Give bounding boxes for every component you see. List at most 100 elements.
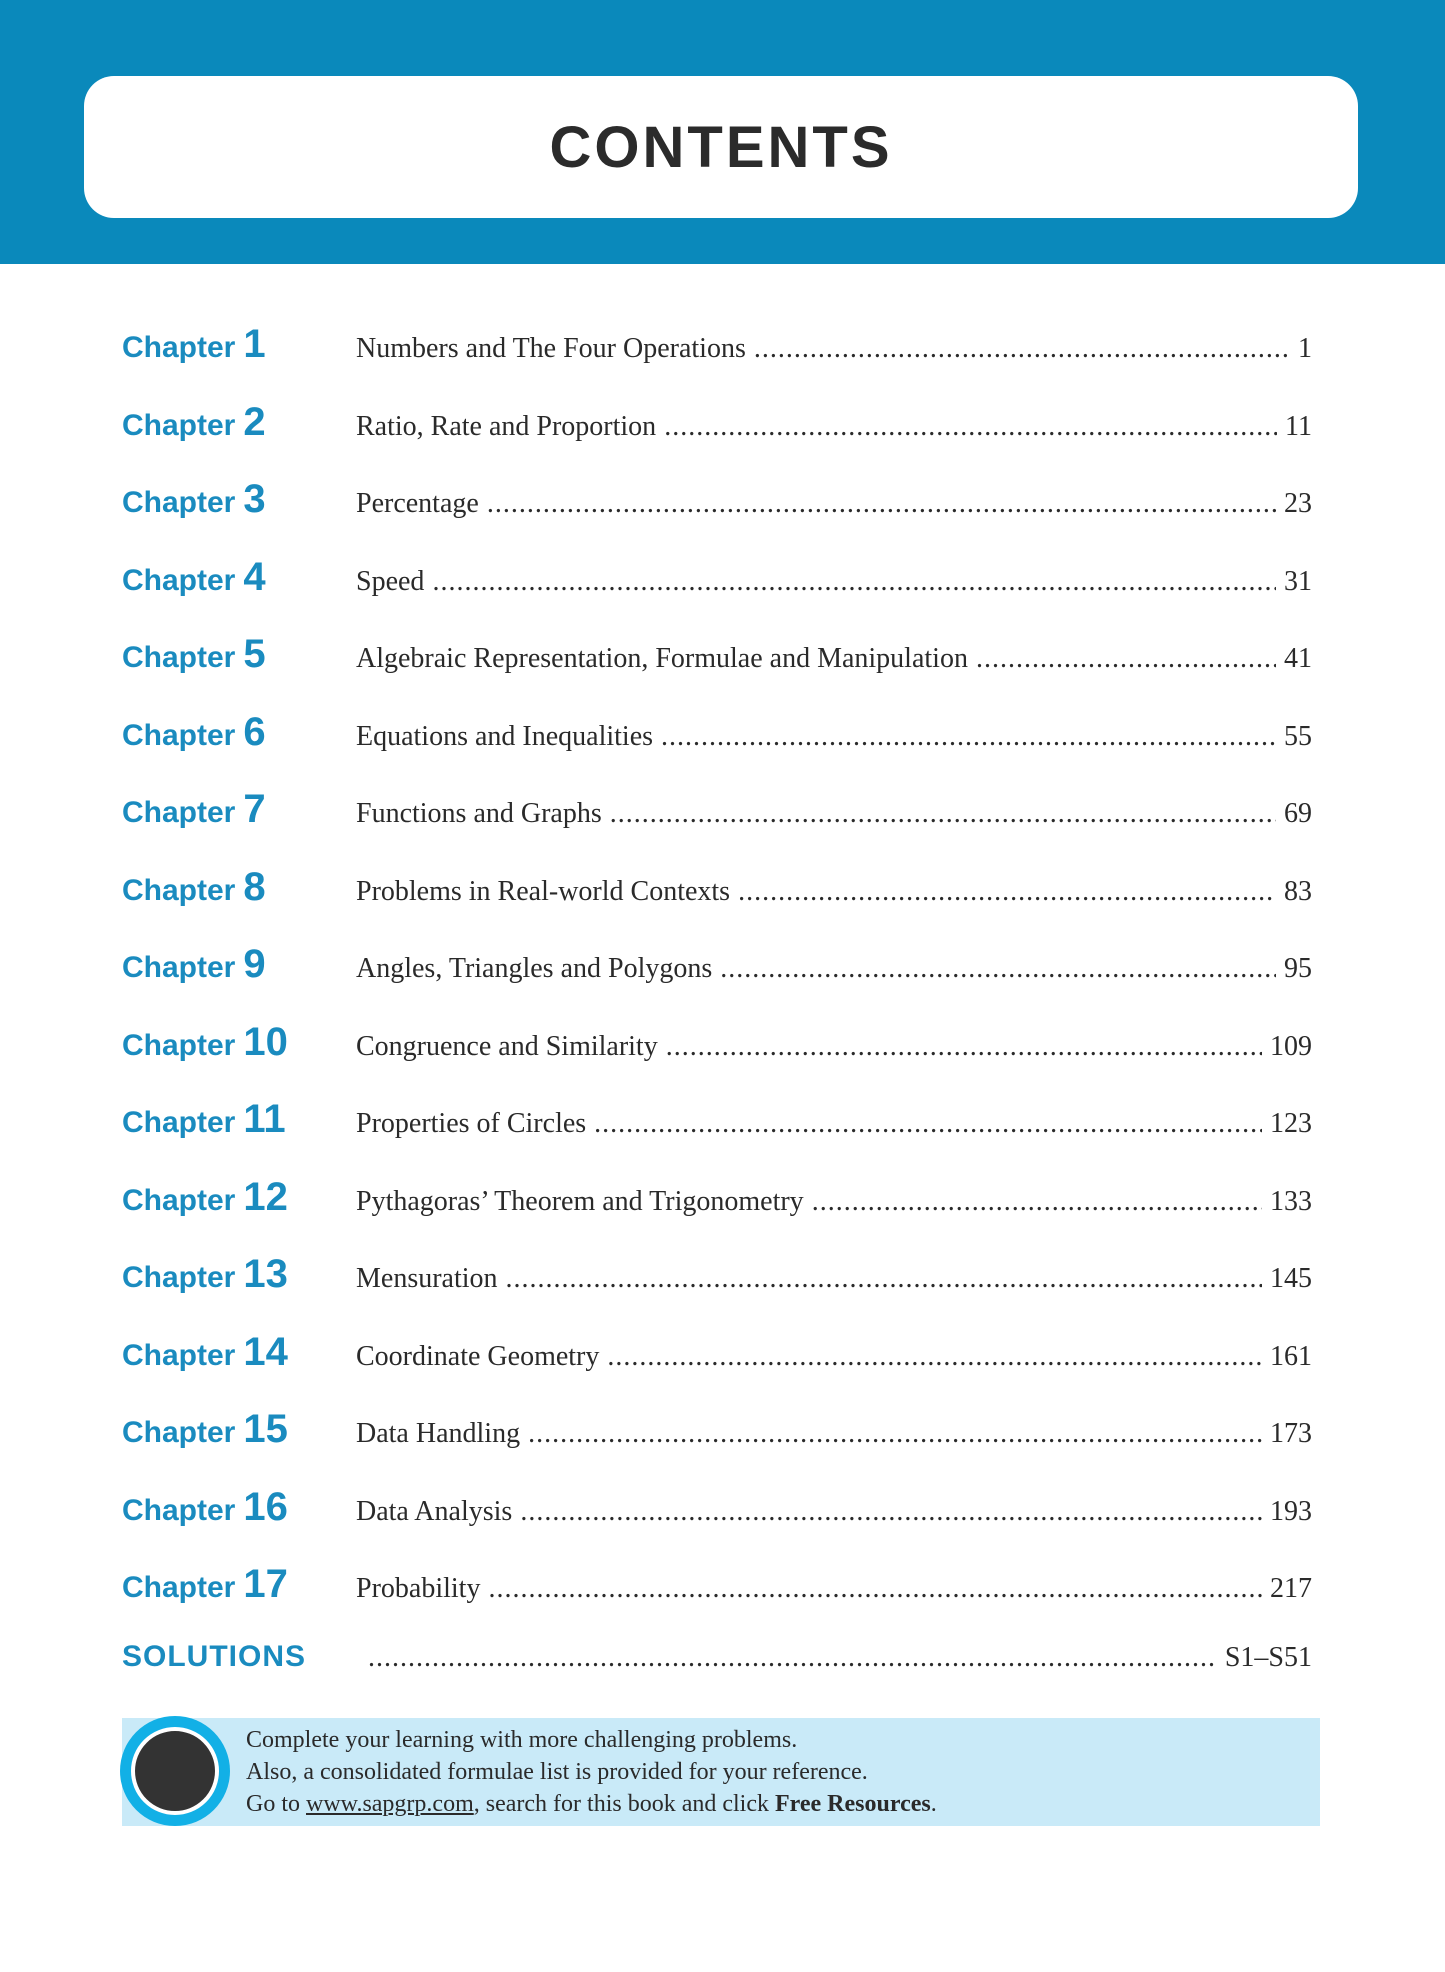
chapter-label: Chapter 4 — [122, 555, 356, 600]
page-number: 1 — [1298, 333, 1312, 364]
chapter-word: Chapter — [122, 408, 236, 442]
dot-leader — [664, 411, 1277, 443]
chapter-label: Chapter 8 — [122, 865, 356, 910]
chapter-word: Chapter — [122, 1571, 236, 1604]
page-number: 69 — [1284, 798, 1312, 829]
page-number: 31 — [1284, 565, 1312, 597]
chapter-word: Chapter — [122, 1028, 236, 1062]
page-number: 217 — [1270, 1573, 1312, 1604]
note-line-1: Complete your learning with more challen… — [246, 1727, 798, 1753]
note-text: Complete your learning with more challen… — [246, 1724, 937, 1820]
chapter-label: Chapter 3 — [122, 477, 356, 522]
chapter-title: Coordinate Geometry — [356, 1340, 600, 1372]
chapter-title: Percentage — [356, 488, 479, 519]
chapter-word: Chapter — [122, 796, 236, 829]
chapter-number: 12 — [243, 1174, 288, 1219]
toc-row[interactable]: Chapter 5 Algebraic Representation, Formul… — [122, 632, 1312, 710]
chapter-label: Chapter 1 — [122, 322, 356, 367]
chapter-number: 5 — [243, 632, 266, 676]
chapter-word: Chapter — [122, 873, 236, 907]
chapter-number: 2 — [243, 399, 266, 444]
page-number: 133 — [1270, 1185, 1312, 1217]
keyboard-badge-icon — [120, 1716, 230, 1826]
dot-leader — [661, 721, 1276, 753]
page-number: 193 — [1270, 1495, 1312, 1527]
chapter-number: 9 — [243, 942, 266, 986]
chapter-number: 8 — [243, 864, 266, 909]
page-number: 161 — [1270, 1340, 1312, 1372]
solutions-label: SOLUTIONS — [122, 1639, 307, 1673]
toc-row[interactable]: Chapter3Percentage23 — [122, 477, 1312, 555]
chapter-label: Chapter 11 — [122, 1097, 356, 1142]
page-number: S1–S51 — [1224, 1641, 1312, 1673]
chapter-title: Congruence and Similarity — [356, 1030, 658, 1062]
chapter-word: Chapter — [122, 718, 236, 752]
dot-leader — [610, 798, 1276, 830]
chapter-word: Chapter — [122, 951, 236, 984]
toc-row[interactable]: Chapter 12 Pythagoras’ Theorem and Trigono… — [122, 1175, 1312, 1253]
chapter-title: Data Handling — [356, 1418, 521, 1449]
dot-leader — [520, 1496, 1262, 1528]
chapter-word: Chapter — [122, 1338, 236, 1372]
chapter-word: Chapter — [122, 1416, 236, 1449]
chapter-number: 7 — [243, 787, 266, 831]
chapter-title: Algebraic Representation, Formulae and M… — [356, 643, 968, 674]
chapter-title: Equations and Inequalities — [356, 720, 654, 752]
chapter-number: 11 — [243, 1097, 286, 1141]
website-link[interactable]: www.sapgrp.com — [306, 1791, 474, 1817]
page-number: 41 — [1284, 643, 1312, 674]
page-title: CONTENTS — [549, 114, 893, 180]
note-line-3: Go to www.sapgrp.com, search for this bo… — [246, 1788, 937, 1820]
dot-leader — [976, 643, 1276, 675]
chapter-label: Chapter 14 — [122, 1330, 356, 1375]
page-number: 145 — [1270, 1263, 1312, 1294]
chapter-word: Chapter — [122, 641, 236, 674]
page-number: 95 — [1284, 953, 1312, 984]
chapter-title: Numbers and The Four Operations — [356, 333, 746, 364]
chapter-title: Speed — [356, 565, 425, 597]
chapter-title: Mensuration — [356, 1263, 498, 1294]
dot-leader — [754, 333, 1290, 365]
chapter-word: Chapter — [122, 1493, 236, 1527]
chapter-label: Chapter 15 — [122, 1407, 356, 1452]
free-resources-label: Free Resources — [775, 1791, 931, 1817]
chapter-number: 17 — [243, 1562, 288, 1606]
chapter-label: Chapter 9 — [122, 942, 356, 987]
chapter-word: Chapter — [122, 1183, 236, 1217]
toc-row[interactable]: Chapter17Probability217 — [122, 1562, 1312, 1640]
chapter-label: Chapter 17 — [122, 1562, 356, 1607]
resources-note — [122, 1718, 1320, 1826]
chapter-title: Probability — [356, 1573, 481, 1604]
dot-leader — [487, 488, 1276, 520]
chapter-word: Chapter — [122, 1106, 236, 1139]
chapter-label: Chapter 16 — [122, 1485, 356, 1530]
chapter-title: Properties of Circles — [356, 1108, 587, 1139]
toc-row[interactable]: Chapter13Mensuration145 — [122, 1252, 1312, 1330]
chapter-number: 14 — [243, 1329, 288, 1374]
chapter-label: Chapter 10 — [122, 1020, 356, 1065]
toc-row-solutions[interactable]: SOLUTIONS S1–S51 — [122, 1640, 1312, 1718]
note-text-end: . — [930, 1791, 937, 1817]
chapter-title: Problems in Real-world Contexts — [356, 875, 731, 907]
chapter-label: Chapter 12 — [122, 1175, 356, 1220]
chapter-word: Chapter — [122, 1261, 236, 1294]
chapter-title: Pythagoras’ Theorem and Trigonometry — [356, 1185, 804, 1217]
note-line-2: Also, a consolidated formulae list is pr… — [246, 1759, 868, 1785]
chapter-number: 16 — [243, 1484, 288, 1529]
page-number: 123 — [1270, 1108, 1312, 1139]
chapter-title: Ratio, Rate and Proportion — [356, 410, 657, 442]
chapter-number: 4 — [243, 554, 266, 599]
